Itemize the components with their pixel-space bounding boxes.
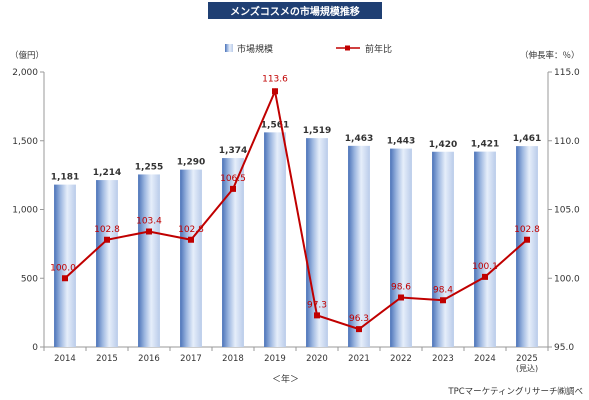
bar bbox=[474, 151, 496, 347]
growth-line bbox=[64, 87, 528, 331]
x-tick-label: 2024 bbox=[474, 354, 496, 364]
bar bbox=[432, 151, 454, 347]
legend: 市場規模 前年比 bbox=[225, 43, 392, 55]
bar-value-label: 1,519 bbox=[303, 126, 331, 136]
legend-line-label: 前年比 bbox=[365, 43, 392, 55]
legend-bar-swatch bbox=[225, 44, 233, 52]
right-tick-label: 95.0 bbox=[554, 343, 574, 353]
growth-marker bbox=[272, 88, 278, 95]
bar bbox=[180, 169, 202, 347]
growth-marker bbox=[104, 236, 110, 243]
growth-value-label: 102.8 bbox=[94, 225, 120, 235]
bar bbox=[516, 146, 538, 347]
growth-marker bbox=[188, 236, 194, 243]
growth-value-label: 102.8 bbox=[514, 225, 540, 235]
growth-marker bbox=[482, 273, 488, 280]
bar bbox=[306, 138, 328, 347]
growth-marker bbox=[356, 326, 362, 333]
bar bbox=[390, 148, 412, 347]
legend-bar-label: 市場規模 bbox=[237, 43, 273, 55]
growth-value-label: 96.3 bbox=[349, 314, 369, 324]
x-tick-sublabel: (見込) bbox=[516, 364, 538, 373]
growth-value-label: 98.6 bbox=[391, 283, 411, 293]
growth-value-label: 100.0 bbox=[50, 263, 76, 273]
x-tick-label: 2016 bbox=[138, 354, 160, 364]
right-axis-unit: （伸長率：％） bbox=[520, 50, 580, 61]
bar-value-label: 1,463 bbox=[345, 134, 373, 144]
chart-title: メンズコスメの市場規模推移 bbox=[208, 2, 382, 19]
right-tick-label: 105.0 bbox=[554, 206, 580, 216]
x-axis-label: ＜年＞ bbox=[272, 375, 300, 385]
right-tick-label: 110.0 bbox=[554, 137, 580, 147]
bar-value-label: 1,561 bbox=[261, 120, 289, 130]
growth-value-label: 102.8 bbox=[178, 225, 204, 235]
bar-value-label: 1,255 bbox=[135, 162, 163, 172]
x-tick-label: 2017 bbox=[180, 354, 202, 364]
right-tick-label: 100.0 bbox=[554, 274, 580, 284]
left-tick-label: 2,000 bbox=[12, 68, 38, 78]
left-tick-label: 500 bbox=[21, 274, 38, 284]
left-tick-label: 1,000 bbox=[12, 206, 38, 216]
growth-value-label: 106.5 bbox=[220, 174, 246, 184]
x-tick-label: 2022 bbox=[390, 354, 412, 364]
bar-value-label: 1,374 bbox=[219, 146, 247, 156]
left-tick-label: 1,500 bbox=[12, 137, 38, 147]
growth-marker bbox=[440, 297, 446, 304]
x-tick-label: 2023 bbox=[432, 354, 454, 364]
x-tick-label: 2014 bbox=[54, 354, 76, 364]
source-note: TPCマーケティングリサーチ㈱調べ bbox=[448, 387, 583, 397]
growth-marker bbox=[524, 236, 530, 243]
x-tick-label: 2015 bbox=[96, 354, 118, 364]
growth-value-label: 113.6 bbox=[262, 74, 288, 84]
growth-value-label: 103.4 bbox=[136, 217, 162, 227]
x-tick-label: 2019 bbox=[264, 354, 286, 364]
bar bbox=[54, 184, 76, 347]
growth-marker bbox=[398, 294, 404, 301]
x-tick-label: 2021 bbox=[348, 354, 370, 364]
bar bbox=[222, 158, 244, 347]
bar bbox=[348, 145, 370, 347]
bar-value-label: 1,290 bbox=[177, 158, 205, 168]
bar bbox=[96, 180, 118, 347]
growth-marker bbox=[230, 185, 236, 192]
legend-line-marker bbox=[345, 45, 350, 51]
left-axis-unit: （億円） bbox=[10, 50, 44, 61]
growth-marker bbox=[314, 312, 320, 319]
bar-value-label: 1,181 bbox=[51, 173, 79, 183]
bar-value-label: 1,461 bbox=[513, 134, 541, 144]
growth-value-label: 98.4 bbox=[433, 285, 453, 295]
x-tick-label: 2025 bbox=[516, 354, 538, 364]
growth-marker bbox=[62, 275, 68, 282]
left-tick-label: 0 bbox=[32, 343, 38, 353]
bar-value-label: 1,214 bbox=[93, 168, 121, 178]
x-tick-label: 2020 bbox=[306, 354, 328, 364]
x-tick-label: 2018 bbox=[222, 354, 244, 364]
bar-value-label: 1,443 bbox=[387, 137, 415, 147]
bar bbox=[138, 174, 160, 347]
right-tick-label: 115.0 bbox=[554, 68, 580, 78]
growth-marker bbox=[146, 228, 152, 235]
bar-value-label: 1,421 bbox=[471, 140, 499, 150]
bar bbox=[264, 132, 286, 347]
growth-value-label: 97.3 bbox=[307, 300, 327, 310]
bar-value-label: 1,420 bbox=[429, 140, 457, 150]
growth-value-label: 100.1 bbox=[472, 262, 498, 272]
